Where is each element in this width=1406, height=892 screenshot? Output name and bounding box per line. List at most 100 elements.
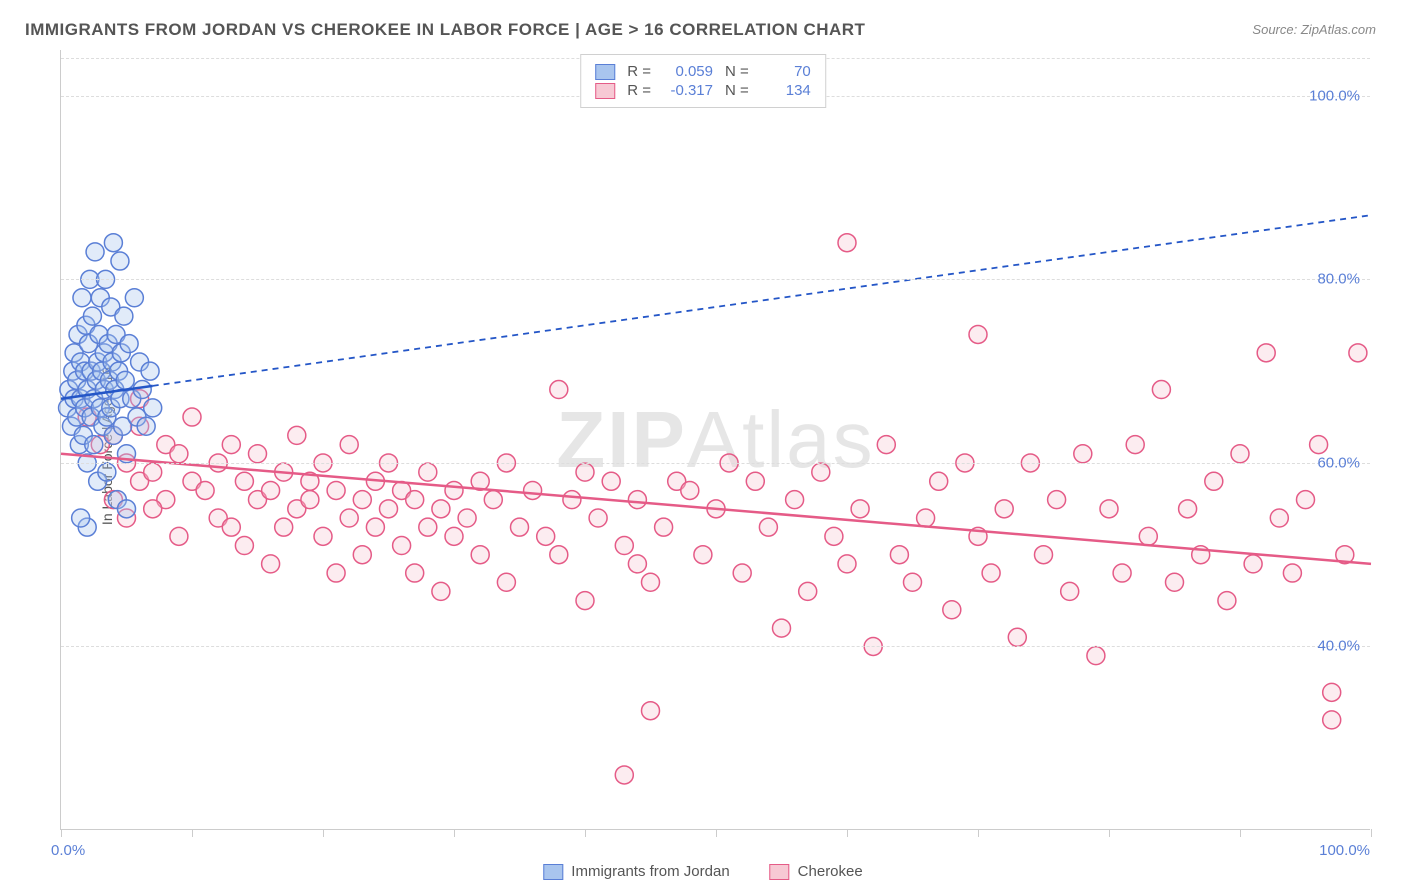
data-point [366,518,384,536]
data-point [628,491,646,509]
data-point [1008,628,1026,646]
data-point [115,307,133,325]
gridline [61,279,1370,280]
source-label: Source: [1252,22,1297,37]
y-tick-label: 80.0% [1317,271,1360,288]
data-point [183,408,201,426]
data-point [170,445,188,463]
data-point [524,481,542,499]
data-point [141,362,159,380]
y-tick-label: 100.0% [1309,87,1360,104]
data-point [235,472,253,490]
plot-svg [61,50,1370,829]
x-tick-label: 0.0% [51,842,85,859]
data-point [890,546,908,564]
data-point [104,234,122,252]
data-point [1061,582,1079,600]
legend-label-jordan: Immigrants from Jordan [571,863,729,880]
data-point [133,381,151,399]
x-tick [192,829,193,837]
r-value-jordan: 0.059 [663,63,713,80]
data-point [1166,573,1184,591]
data-point [1074,445,1092,463]
data-point [1283,564,1301,582]
x-tick [716,829,717,837]
chart-container: { "title": "IMMIGRANTS FROM JORDAN VS CH… [0,0,1406,892]
data-point [1244,555,1262,573]
data-point [1179,500,1197,518]
y-tick-label: 60.0% [1317,454,1360,471]
data-point [1349,344,1367,362]
data-point [550,381,568,399]
data-point [615,766,633,784]
legend-swatch-jordan [595,64,615,80]
legend-swatch-cherokee [595,83,615,99]
data-point [1048,491,1066,509]
gridline [61,646,1370,647]
data-point [655,518,673,536]
source-name: ZipAtlas.com [1301,22,1376,37]
data-point [589,509,607,527]
data-point [406,564,424,582]
data-point [98,463,116,481]
r-label: R = [627,82,651,99]
data-point [917,509,935,527]
data-point [511,518,529,536]
data-point [120,335,138,353]
data-point [1323,683,1341,701]
data-point [1323,711,1341,729]
x-tick [1371,829,1372,837]
data-point [1152,381,1170,399]
data-point [877,436,895,454]
data-point [471,546,489,564]
data-point [484,491,502,509]
data-point [1139,527,1157,545]
data-point [733,564,751,582]
data-point [314,527,332,545]
data-point [445,481,463,499]
x-tick [454,829,455,837]
data-point [694,546,712,564]
chart-title: IMMIGRANTS FROM JORDAN VS CHEROKEE IN LA… [25,20,865,40]
legend-swatch-cherokee [770,864,790,880]
data-point [222,436,240,454]
data-point [773,619,791,637]
legend-swatch-jordan [543,864,563,880]
data-point [943,601,961,619]
data-point [537,527,555,545]
n-value-cherokee: 134 [761,82,811,99]
n-label: N = [725,63,749,80]
data-point [118,500,136,518]
data-point [995,500,1013,518]
data-point [249,445,267,463]
data-point [1126,436,1144,454]
data-point [288,426,306,444]
data-point [340,436,358,454]
data-point [1310,436,1328,454]
data-point [786,491,804,509]
data-point [380,500,398,518]
data-point [406,491,424,509]
data-point [327,564,345,582]
data-point [746,472,764,490]
data-point [576,592,594,610]
data-point [327,481,345,499]
data-point [615,537,633,555]
data-point [576,463,594,481]
data-point [137,417,155,435]
x-tick [585,829,586,837]
data-point [982,564,1000,582]
data-point [432,500,450,518]
legend-label-cherokee: Cherokee [798,863,863,880]
data-point [445,527,463,545]
data-point [144,463,162,481]
gridline [61,463,1370,464]
legend-item-jordan: Immigrants from Jordan [543,863,729,880]
data-point [235,537,253,555]
data-point [1270,509,1288,527]
data-point [125,289,143,307]
data-point [116,371,134,389]
data-point [301,491,319,509]
data-point [458,509,476,527]
data-point [838,555,856,573]
